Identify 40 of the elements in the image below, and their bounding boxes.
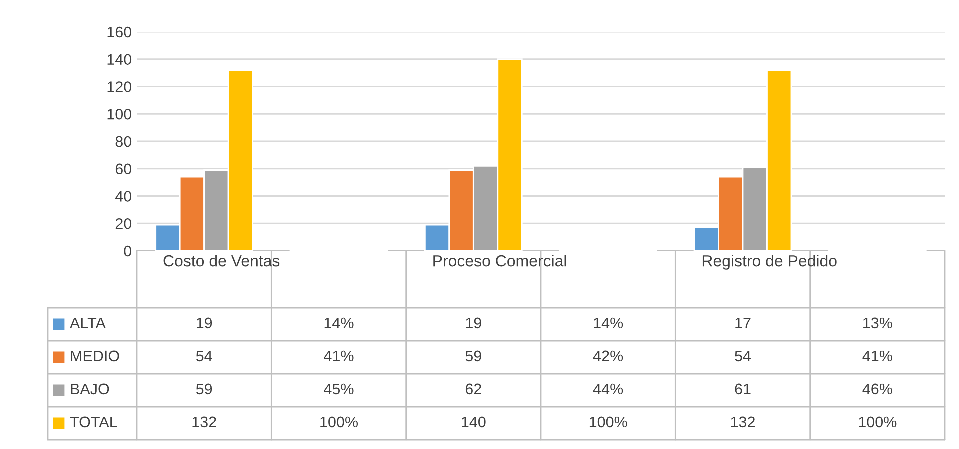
data-label: 140 xyxy=(462,416,486,428)
x-tick-label: Registro de Pedido xyxy=(702,255,837,270)
data-label: 132 xyxy=(731,416,755,428)
y-tick-label: 0 xyxy=(124,246,132,257)
data-label: 41% xyxy=(862,350,892,362)
y-tick-label: 20 xyxy=(116,218,132,230)
data-label: 46% xyxy=(862,384,892,395)
legend-label: TOTAL xyxy=(70,416,118,428)
y-tick-label: 160 xyxy=(108,26,132,38)
data-label: 14% xyxy=(324,318,354,329)
x-tick-label: Costo de Ventas xyxy=(164,255,280,267)
legend-label: MEDIO xyxy=(71,350,120,362)
data-label: 13% xyxy=(864,318,892,329)
data-label: 100% xyxy=(859,416,897,428)
data-label: 100% xyxy=(590,416,628,428)
x-tick-label: Proceso Comercial xyxy=(434,255,566,267)
data-label: 54 xyxy=(735,350,752,362)
y-tick-label: 100 xyxy=(108,108,132,120)
data-label: 19 xyxy=(466,318,482,329)
data-label: 45% xyxy=(324,384,354,395)
y-tick-label: 60 xyxy=(116,164,132,175)
data-label: 59 xyxy=(466,350,482,362)
data-label: 100% xyxy=(320,416,358,428)
data-label: 44% xyxy=(593,384,624,395)
data-label: 42% xyxy=(593,350,624,362)
y-tick-label: 120 xyxy=(108,82,132,92)
y-tick-label: 80 xyxy=(116,136,132,148)
data-label: 61 xyxy=(735,384,751,395)
y-tick-label: 40 xyxy=(116,191,132,202)
data-label: 59 xyxy=(196,384,212,395)
data-label: 41% xyxy=(324,350,354,362)
data-label: 14% xyxy=(594,318,624,329)
y-tick-label: 140 xyxy=(108,54,132,66)
legend-label: BAJO xyxy=(71,384,110,395)
data-label: 19 xyxy=(197,318,212,329)
data-label: 54 xyxy=(196,350,212,362)
legend-label: ALTA xyxy=(70,318,106,328)
data-label: 17 xyxy=(736,318,751,328)
data-label: 132 xyxy=(192,416,216,428)
data-label: 62 xyxy=(466,384,482,395)
